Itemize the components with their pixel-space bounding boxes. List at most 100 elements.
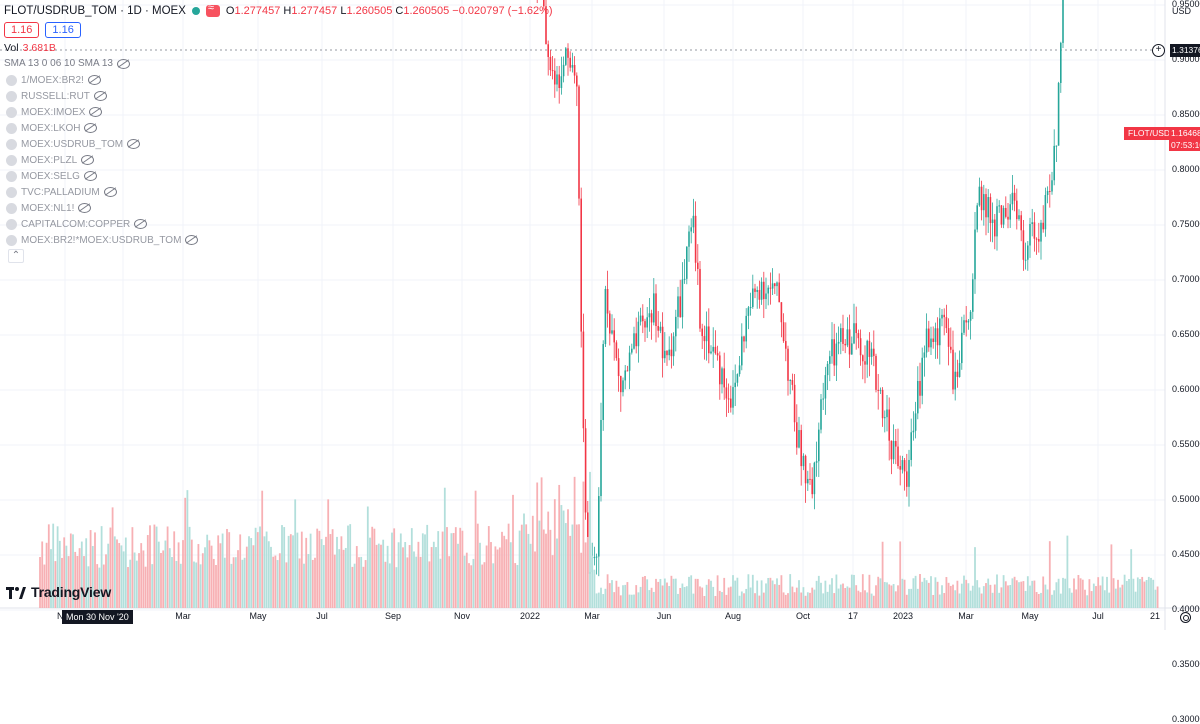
legend-item[interactable]: MOEX:LKOH	[6, 120, 198, 136]
volume-bar	[993, 584, 996, 608]
legend-item[interactable]: MOEX:SELG	[6, 168, 198, 184]
add-alert-icon[interactable]: +	[1152, 44, 1165, 57]
legend-item[interactable]: MOEX:IMOEX	[6, 104, 198, 120]
volume-bar	[241, 559, 244, 608]
volume-bar	[87, 566, 90, 608]
tradingview-logo[interactable]: TradingView	[6, 584, 111, 600]
volume-bar	[954, 590, 957, 608]
volume-bar	[1015, 580, 1018, 608]
volume-bar	[430, 547, 433, 608]
volume-bar	[870, 593, 873, 608]
volume-bar	[582, 481, 585, 608]
volume-bar	[195, 562, 198, 608]
volume-bar	[254, 527, 257, 608]
volume-bar	[831, 578, 833, 608]
volume-bar	[248, 536, 250, 608]
volume-bar	[608, 583, 611, 608]
volume-bar	[384, 561, 387, 608]
sell-button[interactable]: 1.16	[4, 22, 40, 38]
volume-bar	[327, 499, 330, 608]
legend-item[interactable]: TVC:PALLADIUM	[6, 184, 198, 200]
candle-body	[928, 328, 930, 348]
volume-legend[interactable]: Vol 3.681B	[4, 42, 56, 54]
volume-bar	[1136, 577, 1139, 608]
volume-bar	[1024, 590, 1027, 608]
volume-bar	[138, 553, 140, 608]
legend-item[interactable]: MOEX:NL1!	[6, 200, 198, 216]
volume-bar	[283, 527, 286, 608]
candle-body	[670, 349, 673, 357]
legend-item[interactable]: 1/MOEX:BR2!	[6, 72, 198, 88]
volume-bar	[938, 594, 941, 608]
currency-label[interactable]: USD	[1172, 6, 1192, 16]
legend-item[interactable]: MOEX:BR2!*MOEX:USDRUB_TOM	[6, 232, 199, 248]
legend-item-label: 1/MOEX:BR2!	[21, 74, 84, 86]
candle-body	[1011, 192, 1014, 205]
compare-icon[interactable]	[205, 2, 220, 17]
candle-body	[756, 289, 758, 292]
volume-bar	[206, 534, 209, 608]
volume-bar	[597, 592, 600, 608]
hidden-eye-icon[interactable]	[134, 219, 148, 229]
volume-bar	[551, 555, 554, 608]
volume-bar	[971, 585, 974, 608]
candle-body	[545, 6, 547, 45]
hidden-eye-icon[interactable]	[81, 155, 95, 165]
legend-item[interactable]: CAPITALCOM:COPPER	[6, 216, 198, 232]
legend-item[interactable]: MOEX:PLZL	[6, 152, 198, 168]
hidden-eye-icon[interactable]	[78, 203, 92, 213]
time-tick-label: Aug	[724, 611, 742, 621]
volume-bar	[111, 507, 114, 608]
candle-body	[604, 289, 607, 345]
candle-body	[835, 343, 838, 366]
candle-body	[732, 387, 734, 408]
hidden-eye-icon[interactable]	[185, 235, 199, 245]
hidden-eye-icon[interactable]	[93, 91, 107, 101]
volume-bar	[542, 529, 545, 608]
buy-button[interactable]: 1.16	[45, 22, 81, 38]
volume-bar	[1097, 577, 1100, 608]
time-tick-label: Oct	[795, 611, 811, 621]
volume-bar	[516, 565, 519, 608]
candle-body	[952, 349, 954, 390]
hidden-eye-icon[interactable]	[103, 187, 117, 197]
volume-bar	[875, 585, 877, 608]
hidden-eye-icon[interactable]	[87, 75, 101, 85]
price-chart[interactable]	[0, 0, 1200, 630]
candle-body	[547, 44, 549, 57]
volume-bar	[998, 592, 1001, 608]
hidden-eye-icon[interactable]	[89, 107, 103, 117]
volume-bar	[503, 535, 506, 608]
volume-bar	[1112, 578, 1115, 608]
hidden-eye-icon[interactable]	[116, 58, 130, 69]
candle-body	[1057, 82, 1060, 146]
gear-icon[interactable]	[1180, 612, 1191, 623]
candle-body	[897, 446, 899, 467]
volume-bar	[729, 586, 732, 608]
last-price-value: 1.164687	[1171, 128, 1200, 138]
hidden-eye-icon[interactable]	[84, 123, 98, 133]
volume-bar	[322, 545, 325, 608]
volume-bar	[633, 594, 635, 608]
volume-bar	[853, 574, 855, 608]
candle-body	[782, 322, 785, 342]
compare-legend: 1/MOEX:BR2! RUSSELL:RUT MOEX:IMOEX MOEX:LKO…	[6, 72, 199, 248]
volume-bar	[270, 546, 272, 608]
hidden-eye-icon[interactable]	[83, 171, 97, 181]
collapse-legend-button[interactable]: ⌃	[8, 249, 24, 263]
candle-body	[543, 0, 545, 7]
legend-item[interactable]: RUSSELL:RUT	[6, 88, 198, 104]
volume-bar	[707, 579, 710, 608]
candle-body	[829, 356, 831, 364]
volume-bar	[250, 538, 253, 608]
legend-item[interactable]: MOEX:USDRUB_TOM	[6, 136, 198, 152]
volume-bar	[866, 592, 869, 608]
symbol-title[interactable]: FLOT/USDRUB_TOM · 1D · MOEX	[4, 5, 186, 17]
volume-bar	[410, 528, 413, 608]
high-value: 1.277457	[291, 5, 338, 17]
sma-legend[interactable]: SMA 13 0 06 10 SMA 13	[4, 58, 130, 69]
hidden-eye-icon[interactable]	[127, 139, 141, 149]
volume-bar	[694, 578, 697, 608]
candle-body	[857, 333, 860, 339]
volume-bar	[96, 564, 99, 608]
